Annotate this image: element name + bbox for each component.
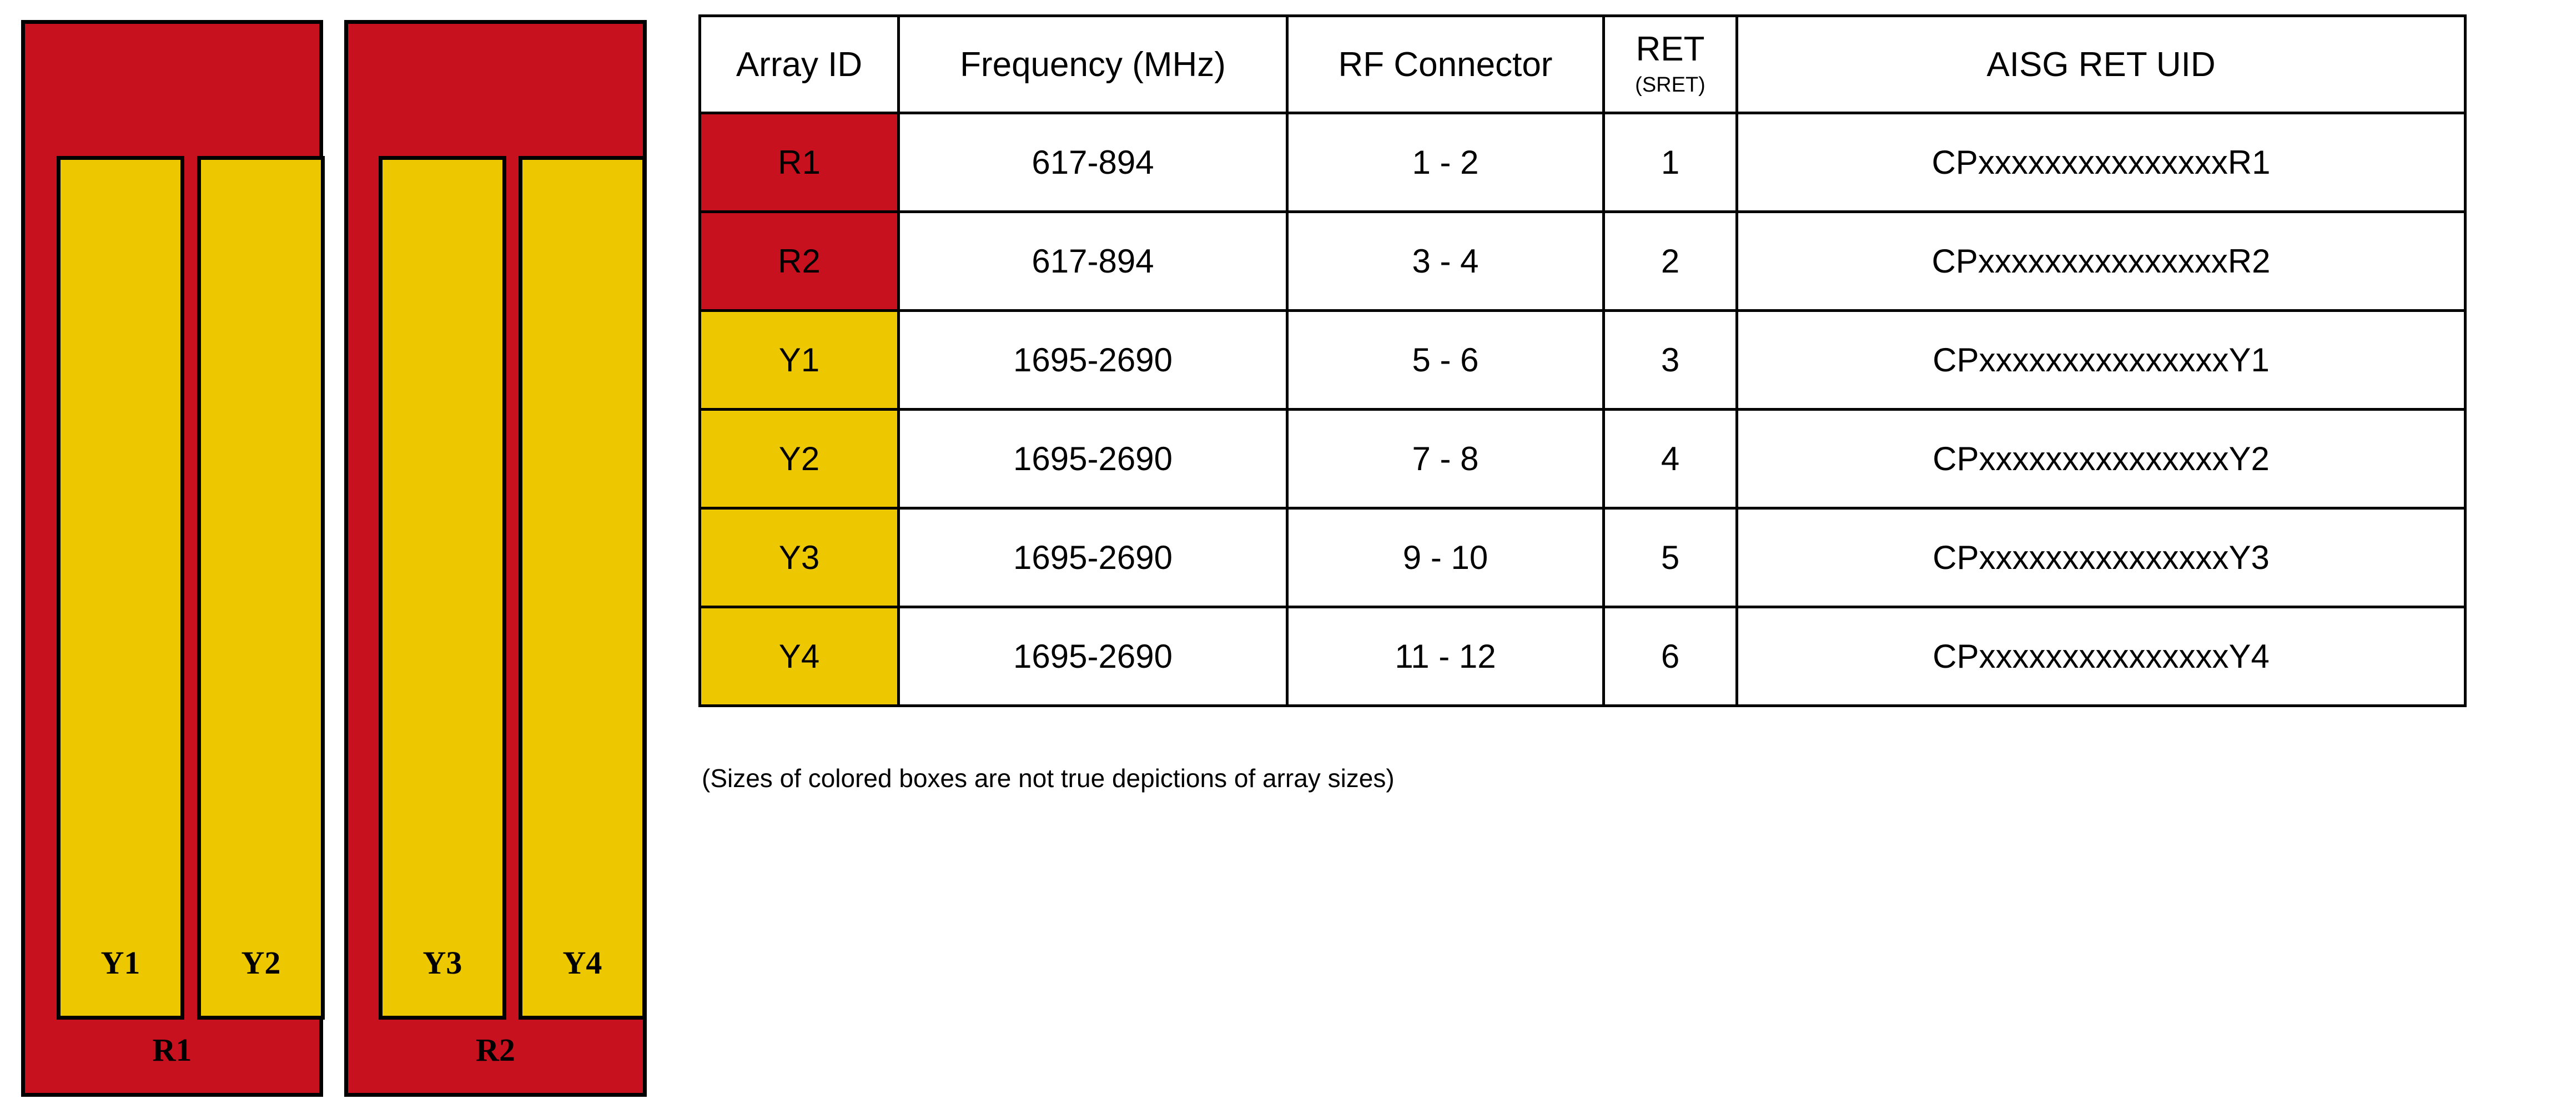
column-header-rf-connector: RF Connector — [1286, 14, 1605, 114]
cell-rf-connector: 11 - 12 — [1286, 606, 1605, 707]
cell-aisg-ret-uid: CPxxxxxxxxxxxxxxxY1 — [1735, 309, 2467, 411]
subarray-label-y4: Y4 — [562, 945, 602, 981]
table-row: Y2 1695-2690 7 - 8 4 CPxxxxxxxxxxxxxxxY2 — [698, 408, 2467, 510]
subarray-box-y1: Y1 — [57, 156, 184, 1020]
cell-ret: 4 — [1602, 408, 1738, 510]
cell-aisg-ret-uid: CPxxxxxxxxxxxxxxxY2 — [1735, 408, 2467, 510]
cell-frequency: 1695-2690 — [897, 507, 1289, 608]
table-header: Array ID Frequency (MHz) RF Connector RE… — [698, 14, 2467, 114]
cell-aisg-ret-uid: CPxxxxxxxxxxxxxxxY4 — [1735, 606, 2467, 707]
table-footnote: (Sizes of colored boxes are not true dep… — [702, 764, 1395, 793]
cell-frequency: 617-894 — [897, 112, 1289, 213]
column-header-aisg-ret-uid: AISG RET UID — [1735, 14, 2467, 114]
cell-ret: 5 — [1602, 507, 1738, 608]
cell-array-id: R1 — [698, 112, 900, 213]
cell-array-id: R2 — [698, 210, 900, 312]
column-header-array-id: Array ID — [698, 14, 900, 114]
cell-ret: 3 — [1602, 309, 1738, 411]
table-row: Y4 1695-2690 11 - 12 6 CPxxxxxxxxxxxxxxxY4 — [698, 606, 2467, 707]
table-row: R2 617-894 3 - 4 2 CPxxxxxxxxxxxxxxxR2 — [698, 210, 2467, 312]
cell-ret: 6 — [1602, 606, 1738, 707]
cell-rf-connector: 7 - 8 — [1286, 408, 1605, 510]
array-diagram: Y1 Y2 R1 Y3 Y4 R2 — [0, 0, 683, 1119]
table-row: Y3 1695-2690 9 - 10 5 CPxxxxxxxxxxxxxxxY3 — [698, 507, 2467, 608]
array-panel-label-r2: R2 — [476, 1032, 515, 1068]
cell-array-id: Y1 — [698, 309, 900, 411]
subarray-box-y2: Y2 — [197, 156, 325, 1020]
table-row: Y1 1695-2690 5 - 6 3 CPxxxxxxxxxxxxxxxY1 — [698, 309, 2467, 411]
cell-frequency: 617-894 — [897, 210, 1289, 312]
array-panel-r1: Y1 Y2 R1 — [21, 20, 325, 1097]
column-header-ret: RET (SRET) — [1602, 14, 1738, 114]
cell-rf-connector: 9 - 10 — [1286, 507, 1605, 608]
cell-frequency: 1695-2690 — [897, 309, 1289, 411]
cell-array-id: Y3 — [698, 507, 900, 608]
cell-frequency: 1695-2690 — [897, 408, 1289, 510]
cell-rf-connector: 1 - 2 — [1286, 112, 1605, 213]
cell-array-id: Y4 — [698, 606, 900, 707]
array-configuration-table: Array ID Frequency (MHz) RF Connector RE… — [698, 14, 2467, 707]
cell-aisg-ret-uid: CPxxxxxxxxxxxxxxxR1 — [1735, 112, 2467, 213]
cell-rf-connector: 5 - 6 — [1286, 309, 1605, 411]
cell-frequency: 1695-2690 — [897, 606, 1289, 707]
cell-aisg-ret-uid: CPxxxxxxxxxxxxxxxR2 — [1735, 210, 2467, 312]
subarray-label-y2: Y2 — [241, 945, 281, 981]
cell-rf-connector: 3 - 4 — [1286, 210, 1605, 312]
subarray-label-y1: Y1 — [100, 945, 140, 981]
subarray-box-y4: Y4 — [519, 156, 646, 1020]
cell-array-id: Y2 — [698, 408, 900, 510]
cell-aisg-ret-uid: CPxxxxxxxxxxxxxxxY3 — [1735, 507, 2467, 608]
table-header-row: Array ID Frequency (MHz) RF Connector RE… — [698, 14, 2467, 114]
cell-ret: 2 — [1602, 210, 1738, 312]
subarray-box-y3: Y3 — [379, 156, 506, 1020]
column-header-ret-sub: (SRET) — [1635, 73, 1705, 97]
array-panel-r2: Y3 Y4 R2 — [344, 20, 647, 1097]
column-header-frequency: Frequency (MHz) — [897, 14, 1289, 114]
subarray-label-y3: Y3 — [422, 945, 462, 981]
array-panel-label-r1: R1 — [152, 1032, 192, 1068]
table-row: R1 617-894 1 - 2 1 CPxxxxxxxxxxxxxxxR1 — [698, 112, 2467, 213]
column-header-ret-main: RET — [1636, 29, 1705, 68]
cell-ret: 1 — [1602, 112, 1738, 213]
table-body: R1 617-894 1 - 2 1 CPxxxxxxxxxxxxxxxR1 R2 617-… — [698, 112, 2467, 707]
